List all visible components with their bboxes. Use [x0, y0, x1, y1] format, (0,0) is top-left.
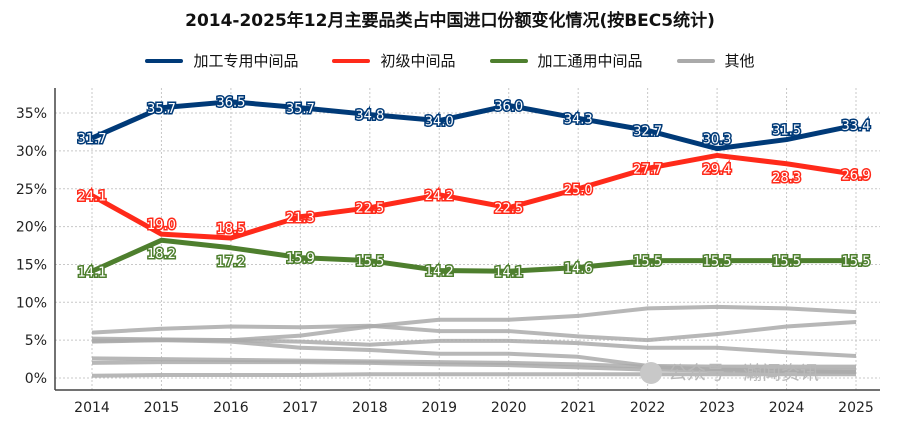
data-label: 35.7 [286, 102, 315, 117]
data-label: 15.5 [355, 255, 384, 270]
data-label: 15.5 [633, 255, 662, 270]
data-label: 15.5 [703, 255, 732, 270]
legend: 加工专用中间品 初级中间品 加工通用中间品 其他 [0, 50, 900, 71]
data-label: 22.5 [494, 202, 523, 217]
legend-item: 其他 [676, 50, 755, 71]
data-label: 14.6 [564, 261, 593, 276]
legend-label: 其他 [724, 52, 755, 70]
x-tick-label: 2022 [630, 400, 666, 416]
data-label: 15.5 [842, 255, 871, 270]
x-tick-label: 2019 [421, 400, 457, 416]
legend-swatch [145, 58, 184, 63]
legend-item: 加工专用中间品 [145, 50, 298, 71]
series-line [90, 237, 856, 274]
data-label: 36.5 [216, 96, 245, 111]
legend-swatch [489, 58, 528, 63]
data-label: 34.0 [425, 115, 454, 130]
legend-label: 加工通用中间品 [537, 52, 643, 70]
y-tick-label: 20% [16, 220, 47, 236]
data-label: 14.1 [494, 265, 523, 280]
data-label: 15.9 [286, 252, 315, 267]
data-label: 31.5 [772, 124, 801, 139]
data-label: 27.7 [633, 162, 662, 177]
data-label: 22.5 [355, 202, 384, 217]
legend-item: 加工通用中间品 [489, 50, 643, 71]
x-tick-label: 2018 [352, 400, 388, 416]
data-label: 24.2 [425, 189, 454, 204]
y-tick-label: 5% [25, 333, 47, 349]
legend-swatch [676, 58, 715, 63]
legend-label: 加工专用中间品 [193, 52, 299, 70]
data-label: 26.9 [842, 168, 871, 183]
data-label: 21.3 [286, 211, 315, 226]
data-label: 32.7 [633, 124, 662, 139]
x-tick-label: 2021 [560, 400, 596, 416]
data-label: 31.7 [78, 132, 107, 147]
data-label: 29.4 [703, 162, 732, 177]
x-tick-label: 2015 [144, 400, 180, 416]
x-tick-label: 2020 [491, 400, 527, 416]
x-tick-label: 2025 [838, 400, 874, 416]
legend-label: 初级中间品 [380, 52, 456, 70]
data-label: 35.7 [147, 102, 176, 117]
watermark: 公众号 · 瀚闻资讯 [640, 362, 819, 384]
x-tick-label: 2014 [74, 400, 110, 416]
y-tick-label: 30% [16, 144, 47, 160]
legend-swatch [332, 58, 371, 63]
data-label: 17.2 [216, 255, 245, 270]
x-tick-label: 2016 [213, 400, 249, 416]
data-label: 18.5 [216, 222, 245, 237]
y-tick-label: 35% [16, 106, 47, 122]
series-line [91, 372, 856, 378]
y-tick-label: 15% [16, 257, 47, 273]
series-line [91, 99, 857, 152]
data-label: 25.0 [564, 183, 593, 198]
x-tick-label: 2023 [699, 400, 735, 416]
data-label: 14.1 [78, 265, 107, 280]
y-tick-label: 0% [25, 371, 47, 387]
data-label: 36.0 [494, 99, 523, 114]
data-label: 15.5 [772, 255, 801, 270]
data-label: 18.2 [147, 247, 176, 262]
watermark-text: 公众号 · 瀚闻资讯 [668, 362, 820, 384]
y-tick-label: 25% [16, 182, 47, 198]
data-label: 28.3 [772, 171, 801, 186]
legend-item: 初级中间品 [332, 50, 456, 71]
data-label: 19.0 [147, 218, 176, 233]
series-line [91, 356, 856, 373]
series-line [91, 319, 857, 343]
chart-title: 2014-2025年12月主要品类占中国进口份额变化情况(按BEC5统计) [185, 11, 715, 31]
data-label: 24.1 [78, 190, 107, 205]
data-label: 34.8 [355, 109, 384, 124]
data-label: 30.3 [703, 133, 732, 148]
series-line [90, 152, 857, 241]
y-tick-label: 10% [16, 295, 47, 311]
x-tick-label: 2017 [283, 400, 319, 416]
wechat-icon [640, 362, 662, 384]
data-label: 14.2 [425, 265, 454, 280]
x-tick-label: 2024 [769, 400, 805, 416]
data-label: 33.4 [842, 119, 871, 134]
data-label: 34.3 [564, 112, 593, 127]
series-line [91, 304, 857, 343]
